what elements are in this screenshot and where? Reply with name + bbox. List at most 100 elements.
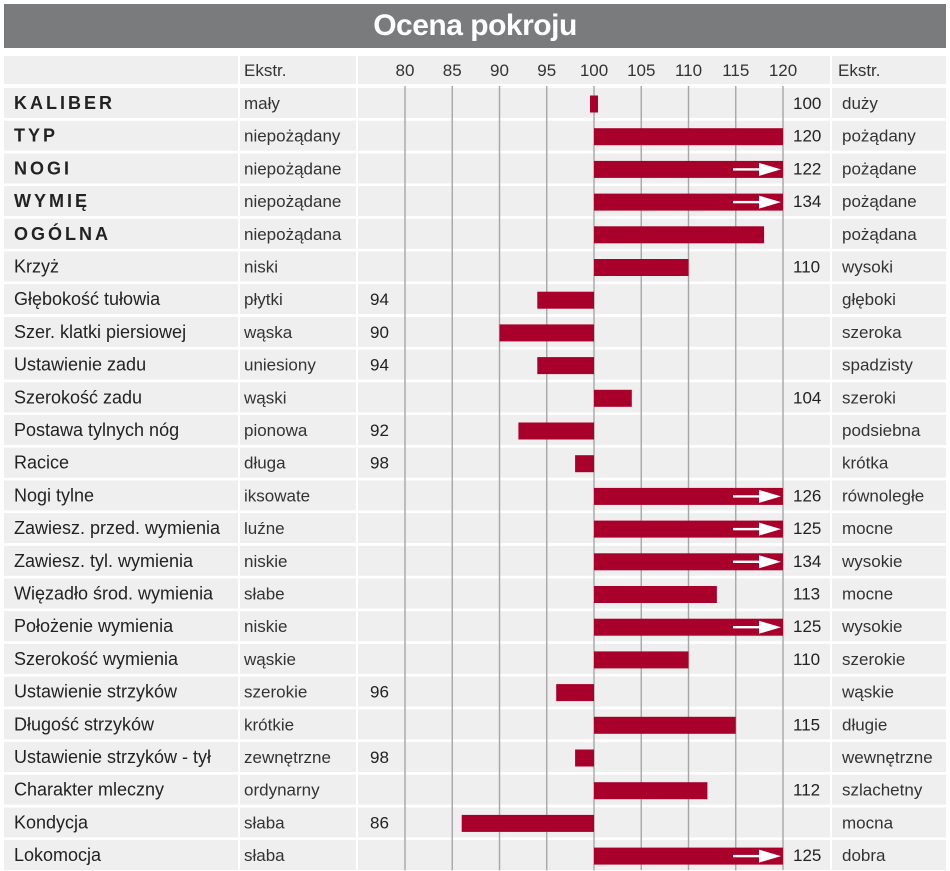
low-extreme-label: słabe [244,585,285,604]
trait-label: Głębokość tułowia [14,289,161,309]
trait-label: WYMIĘ [14,191,90,211]
overflow-arrow-shaft [733,168,761,171]
bar-value-label: 125 [793,846,821,865]
row-high-cell [832,251,946,282]
row-trait-cell [4,578,238,609]
high-extreme-label: spadzisty [842,356,913,375]
bar [594,128,783,146]
low-extreme-label: niski [244,258,278,277]
row-high-cell [832,840,946,871]
trait-label: Szerokość zadu [14,387,142,407]
low-extreme-label: wąska [243,323,293,342]
high-extreme-label: mocna [842,813,894,832]
row-trait-cell [4,447,238,478]
trait-label: KALIBER [14,93,115,113]
bar-value-label: 125 [793,617,821,636]
row-low-cell [240,447,356,478]
row-low-cell [240,153,356,184]
row-high-cell [832,316,946,347]
bar-value-label: 126 [793,486,821,505]
row-low-cell [240,251,356,282]
bar-value-label: 94 [370,356,389,375]
row-high-cell [832,415,946,445]
row-high-cell [832,807,946,838]
low-extreme-label: pionowa [244,421,308,440]
header-plot-cell [358,56,830,84]
bar-value-label: 110 [793,258,820,277]
bar [594,389,632,407]
trait-label: Charakter mleczny [14,780,164,800]
bar-value-label: 94 [370,290,389,309]
row-high-cell [832,578,946,609]
overflow-arrow-shaft [733,560,761,563]
row-trait-cell [4,251,238,282]
row-high-cell [832,349,946,380]
bar-value-label: 113 [793,585,820,604]
overflow-arrow [759,195,781,209]
high-extreme-label: pożądana [842,225,917,244]
bar [594,716,736,734]
bar-value-label: 92 [370,421,389,440]
row-low-cell [240,120,356,151]
low-extreme-label: wąskie [243,650,296,669]
low-extreme-label: niepożądany [244,127,341,146]
bar-value-label: 98 [370,748,389,767]
bar-value-label: 122 [793,159,821,178]
bar [594,259,689,276]
row-low-cell [240,480,356,511]
high-extreme-label: dobra [842,846,886,865]
overflow-arrow-shaft [733,527,761,531]
overflow-arrow [759,489,781,503]
bar [594,782,708,800]
bar [461,814,594,832]
row-trait-cell [4,611,238,642]
bar-value-label: 134 [793,192,821,211]
bar [594,651,689,669]
row-trait-cell [4,186,238,217]
row-low-cell [240,643,356,674]
low-extreme-label: krótkie [244,715,294,734]
bar-value-label: 104 [793,388,821,407]
row-low-cell [240,415,356,445]
trait-label: Ustawienie strzyków [14,682,178,702]
x-tick-label: 100 [580,61,608,80]
overflow-arrow [759,162,781,176]
overflow-arrow-shaft [733,200,761,204]
low-extreme-label: słaba [244,846,285,865]
high-extreme-label: wysokie [841,552,902,571]
trait-label: NOGI [14,158,72,178]
row-trait-cell [4,349,238,380]
low-extreme-label: niepożądane [244,159,341,178]
row-high-cell [832,153,946,184]
x-tick-label: 80 [396,61,415,80]
bar-value-label: 112 [793,781,820,800]
row-low-cell [240,676,356,707]
low-extreme-label: luźne [244,519,285,538]
row-high-cell [832,186,946,217]
bar-value-label: 110 [793,650,820,669]
trait-label: TYP [14,126,58,146]
high-extreme-label: wysokie [841,617,902,636]
row-high-cell [832,120,946,151]
row-high-cell [832,611,946,642]
row-high-cell [832,545,946,576]
row-trait-cell [4,382,238,413]
overflow-arrow-shaft [733,495,761,498]
trait-label: Ustawienie zadu [14,355,146,375]
row-trait-cell [4,709,238,740]
title-bar: Ocena pokroju [4,4,946,48]
row-low-cell [240,349,356,380]
row-trait-cell [4,415,238,445]
bar-value-label: 100 [793,94,821,113]
row-high-cell [832,382,946,413]
trait-label: Postawa tylnych nóg [14,420,179,440]
row-low-cell [240,807,356,838]
bar-value-label: 86 [370,813,389,832]
row-low-cell [240,88,356,118]
low-extreme-label: długa [244,454,286,473]
row-trait-cell [4,807,238,838]
high-extreme-label: szeroka [842,323,902,342]
high-extreme-label: pożądany [842,127,916,146]
labels: Ekstr. Ekstr. 80 85 90 95 100 105 110 115 120 KALIB… [14,61,933,865]
row-high-cell [832,643,946,674]
